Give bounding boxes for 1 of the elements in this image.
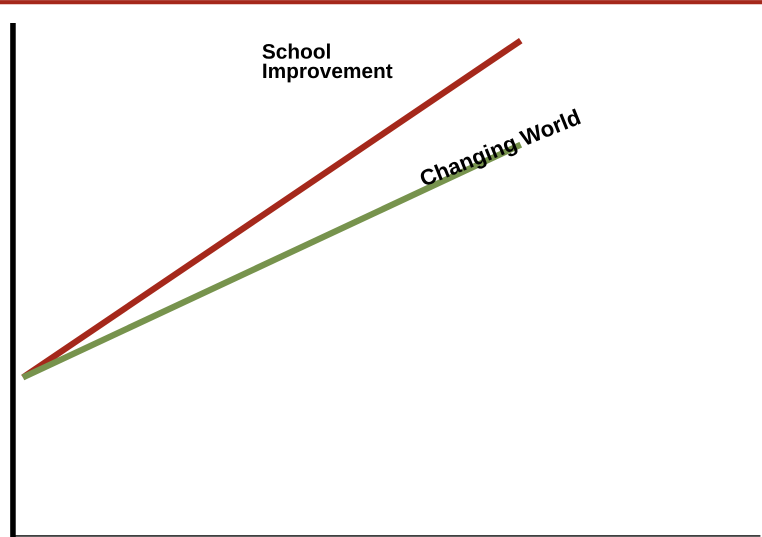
series-label: School Improvement [262,44,392,82]
